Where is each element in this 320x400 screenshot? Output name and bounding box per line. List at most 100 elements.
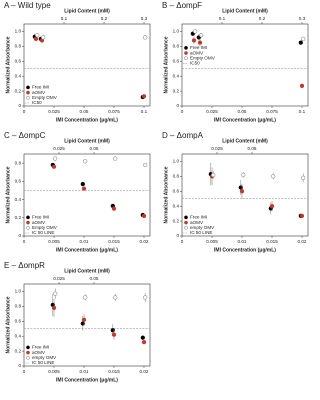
y-tick-label: 0	[176, 103, 179, 108]
marker	[113, 295, 118, 300]
top-axis-label: Lipid Content (mM)	[222, 138, 268, 144]
legend-marker	[184, 220, 188, 225]
panel-title: C – ΔompC	[4, 131, 46, 140]
y-tick-label: 0.4	[15, 333, 22, 338]
y-tick-label: 1.0	[15, 29, 22, 34]
legend-marker	[184, 225, 188, 230]
y-tick-label: 1.0	[15, 289, 22, 294]
marker	[301, 175, 306, 181]
y-tick-label: 0.2	[173, 88, 180, 93]
x-tick-label: 0.05	[238, 109, 247, 114]
legend-marker	[26, 355, 30, 360]
x-tick-label: 0	[23, 109, 26, 114]
marker	[113, 156, 118, 161]
y-tick-label: 0.6	[15, 58, 22, 63]
legend-label: Empty OMV	[32, 95, 58, 100]
plot-frame	[181, 23, 309, 107]
top-tick-label: 0.1	[61, 16, 68, 21]
legend-label: aOMV	[32, 350, 46, 355]
x-tick-label: 0.075	[108, 109, 120, 114]
legend-marker	[184, 56, 188, 61]
x-tick-label: 0.015	[266, 239, 278, 244]
plot-frame	[23, 283, 151, 367]
marker	[271, 174, 276, 179]
marker	[299, 213, 305, 219]
y-axis-label: Normalized Absorbance	[5, 296, 11, 353]
panel-title: A – Wild type	[4, 1, 51, 10]
marker	[301, 36, 306, 42]
x-tick-label: 0.025	[48, 109, 60, 114]
marker	[81, 186, 87, 191]
y-tick-label: 0	[18, 103, 21, 108]
x-tick-label: 0.02	[298, 239, 307, 244]
y-axis-label: Normalized Absorbance	[5, 36, 11, 93]
legend-marker	[184, 215, 188, 220]
top-tick-label: 0.3	[141, 16, 148, 21]
legend-label: aOMV	[32, 220, 46, 225]
legend-label: Free IMI	[190, 215, 207, 220]
legend-label: empty OMV	[190, 225, 215, 230]
marker	[143, 162, 148, 168]
legend-label: Free IMI	[32, 215, 49, 220]
x-axis-label: IMI Concentration (μg/mL)	[56, 377, 118, 383]
top-tick-label: 0.025	[53, 276, 65, 281]
marker	[81, 317, 87, 322]
x-tick-label: 0.01	[80, 239, 89, 244]
y-axis-label: Normalized Absorbance	[5, 166, 11, 223]
marker	[141, 213, 147, 219]
y-tick-label: 0.2	[15, 348, 22, 353]
marker	[111, 332, 117, 337]
y-tick-label: 0.2	[173, 218, 180, 223]
legend-label: IC50	[190, 61, 200, 66]
plot-frame	[23, 153, 151, 237]
marker	[241, 172, 246, 178]
top-axis-label: Lipid Content (mM)	[64, 8, 110, 14]
y-tick-label: 0.4	[15, 197, 22, 202]
marker	[83, 159, 88, 164]
legend-label: IC 50 LINE	[32, 230, 54, 235]
x-tick-label: 0.01	[80, 369, 89, 374]
x-axis-label: IMI Concentration (μg/mL)	[56, 117, 118, 123]
x-tick-label: 0.015	[108, 369, 120, 374]
y-tick-label: 0.8	[15, 304, 22, 309]
top-axis-label: Lipid Content (mM)	[222, 8, 268, 14]
y-tick-label: 0	[18, 363, 21, 368]
y-tick-label: 0.8	[15, 44, 22, 49]
y-tick-label: 0	[176, 233, 179, 238]
x-tick-label: 0.01	[238, 239, 247, 244]
marker	[141, 339, 147, 345]
marker	[53, 291, 58, 296]
top-axis-label: Lipid Content (mM)	[64, 138, 110, 144]
y-tick-label: 1.0	[173, 29, 180, 34]
top-tick-label: 0.05	[90, 276, 99, 281]
panel-title: D – ΔompA	[162, 131, 204, 140]
x-tick-label: 0	[23, 369, 26, 374]
y-tick-label: 0.8	[173, 44, 180, 49]
x-tick-label: 0.1	[141, 109, 148, 114]
top-tick-label: 0.025	[211, 146, 223, 151]
y-tick-label: 0.6	[173, 58, 180, 63]
marker	[51, 305, 57, 311]
top-tick-label: 0.05	[248, 146, 257, 151]
x-tick-label: 0	[23, 239, 26, 244]
marker	[143, 35, 148, 40]
y-tick-label: 0.6	[173, 188, 180, 193]
y-tick-label: 0.8	[173, 174, 180, 179]
legend-label: Empty OMV	[190, 55, 216, 60]
marker	[143, 295, 148, 300]
legend-label: Empty OMV	[32, 225, 58, 230]
plot-frame	[181, 153, 309, 237]
legend-label: Free IMI	[190, 45, 207, 50]
panel-title: B – ΔompF	[162, 1, 202, 10]
legend-marker	[26, 215, 30, 220]
x-tick-label: 0.015	[108, 239, 120, 244]
marker	[191, 38, 197, 43]
y-tick-label: 0.2	[15, 215, 22, 220]
x-tick-label: 0.1	[299, 109, 306, 114]
legend-marker	[26, 85, 30, 90]
y-tick-label: 0.2	[15, 88, 22, 93]
top-tick-label: 0.1	[219, 16, 226, 21]
x-tick-label: 0.005	[48, 369, 60, 374]
x-tick-label: 0.075	[266, 109, 278, 114]
